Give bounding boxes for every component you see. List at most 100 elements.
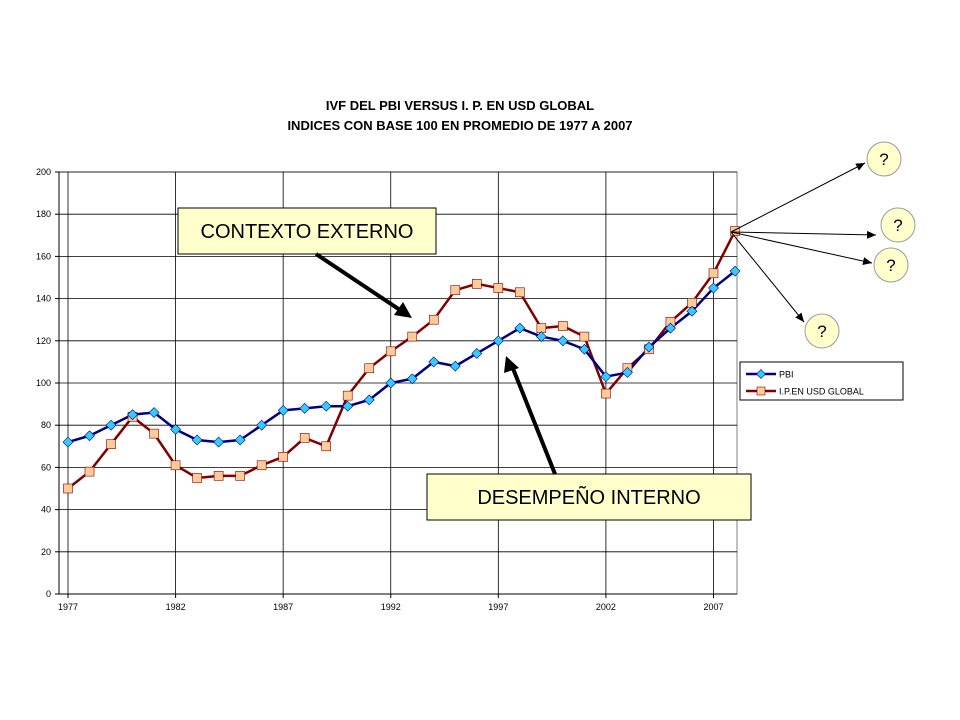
data-point-ip [601, 388, 611, 399]
question-circle-4 [804, 313, 840, 349]
arrow-to-question-3 [730, 231, 873, 265]
data-point-ip [730, 226, 740, 236]
question-mark-3: ? [873, 247, 909, 283]
data-point-pbi [320, 400, 332, 412]
legend-label-ip: I.P.EN USD GLOBAL [779, 387, 864, 397]
data-point-pbi [578, 343, 590, 355]
contexto-externo-label: CONTEXTO EXTERNO [201, 221, 414, 243]
data-point-pbi [708, 282, 719, 294]
data-point-pbi [213, 436, 225, 448]
data-point-ip [213, 471, 224, 481]
y-tick-label: 180 [36, 209, 51, 219]
desempeno-interno-label: DESEMPEÑO INTERNO [477, 485, 700, 509]
data-point-pbi [600, 371, 612, 383]
data-point-pbi [406, 373, 418, 385]
data-point-pbi [170, 423, 182, 435]
y-tick-label: 60 [41, 462, 51, 472]
annotation-contexto-externo: CONTEXTO EXTERNO [177, 207, 437, 318]
data-point-pbi [127, 409, 138, 421]
question-circle-1 [866, 141, 902, 177]
x-tick-label: 1987 [273, 602, 293, 612]
projection-arrows [730, 162, 877, 323]
data-point-ip [364, 363, 375, 374]
desempeno-interno-box [426, 473, 752, 521]
data-point-ip [428, 314, 439, 325]
data-point-ip [342, 390, 353, 401]
contexto-externo-arrowhead [394, 302, 412, 318]
data-point-ip [450, 285, 461, 295]
data-point-ip [63, 483, 73, 494]
data-point-ip [407, 331, 418, 342]
data-point-ip [256, 460, 267, 471]
data-point-pbi [729, 265, 741, 277]
x-tick-label: 2002 [596, 602, 616, 612]
y-tick-label: 80 [41, 420, 51, 430]
data-point-pbi [428, 356, 440, 368]
question-circle-3 [873, 247, 909, 283]
legend-label-pbi: PBI [779, 370, 794, 380]
data-point-ip [84, 466, 95, 477]
data-point-pbi [299, 402, 311, 414]
chart-title: IVF DEL PBI VERSUS I. P. EN USD GLOBAL [326, 98, 594, 113]
data-point-ip [579, 331, 590, 342]
data-point-ip [235, 471, 245, 481]
data-point-ip [149, 428, 159, 439]
data-point-pbi [342, 400, 354, 412]
data-point-ip [321, 441, 331, 452]
contexto-externo-arrow [314, 252, 408, 316]
data-point-pbi [492, 335, 504, 347]
data-point-ip [170, 460, 181, 471]
data-point-pbi [105, 419, 117, 431]
question-mark-2: ? [880, 207, 916, 243]
y-tick-label: 120 [36, 336, 51, 346]
question-text-4: ? [817, 322, 826, 341]
arrow-to-question-1 [730, 162, 866, 233]
legend-marker-ip [756, 386, 766, 396]
data-point-pbi [234, 434, 246, 446]
question-mark-4: ? [804, 313, 840, 349]
data-point-pbi [621, 367, 633, 378]
data-point-pbi [471, 348, 483, 359]
data-point-pbi [84, 430, 95, 442]
data-point-pbi [686, 305, 698, 317]
chart-subtitle: INDICES CON BASE 100 EN PROMEDIO DE 1977… [287, 118, 632, 133]
question-text-3: ? [886, 256, 895, 275]
data-point-ip [558, 321, 568, 331]
y-tick-label: 0 [46, 589, 51, 599]
data-point-ip [278, 452, 288, 462]
legend-marker-pbi [756, 369, 766, 379]
data-point-pbi [449, 360, 461, 372]
data-point-ip [106, 439, 116, 449]
question-circle-2 [880, 207, 916, 243]
data-point-ip [299, 433, 310, 443]
desempeno-interno-arrowhead [504, 356, 519, 373]
legend: PBI I.P.EN USD GLOBAL [739, 361, 904, 401]
data-point-ip [708, 268, 719, 279]
data-point-ip [515, 287, 525, 298]
data-point-pbi [363, 394, 375, 406]
data-point-ip [493, 283, 504, 293]
data-point-pbi [514, 322, 526, 334]
y-tick-label: 160 [36, 251, 51, 261]
x-tick-label: 1977 [58, 602, 78, 612]
data-point-ip [472, 279, 482, 289]
y-tick-label: 40 [41, 505, 51, 515]
question-text-2: ? [893, 216, 902, 235]
x-tick-label: 1982 [166, 602, 186, 612]
legend-box [739, 361, 904, 401]
arrow-to-question-4 [730, 231, 805, 323]
data-point-pbi [148, 407, 160, 418]
desempeno-interno-arrow [510, 365, 557, 475]
data-point-pbi [557, 335, 569, 347]
data-point-pbi [277, 405, 289, 416]
data-point-ip [192, 473, 202, 483]
data-point-pbi [535, 331, 547, 343]
question-text-1: ? [879, 150, 888, 169]
y-tick-label: 100 [36, 378, 51, 388]
arrow-to-question-2 [730, 230, 877, 239]
data-point-pbi [256, 419, 268, 431]
data-point-pbi [385, 377, 397, 389]
y-tick-label: 20 [41, 547, 51, 557]
annotation-desempeno-interno: DESEMPEÑO INTERNO [426, 356, 752, 521]
